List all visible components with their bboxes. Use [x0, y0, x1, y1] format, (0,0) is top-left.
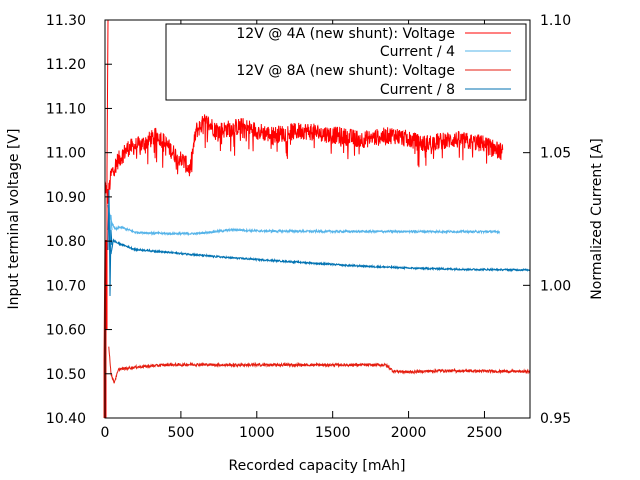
y-tick-label: 10.50 [46, 367, 86, 383]
series-current-8 [109, 238, 531, 273]
y-tick-label: 11.00 [46, 146, 86, 162]
x-tick-label: 2000 [391, 425, 427, 441]
legend-label-voltage-8a: 12V @ 8A (new shunt): Voltage [236, 63, 455, 79]
x-tick-label: 500 [168, 425, 195, 441]
x-tick-label: 1500 [315, 425, 351, 441]
y-tick-label: 11.10 [46, 101, 86, 117]
y-tick-label: 11.30 [46, 13, 86, 29]
plot-frame [104, 19, 531, 419]
legend-label-current-8: Current / 8 [380, 82, 455, 98]
y-tick-label: 10.90 [46, 190, 86, 206]
series-current-4 [107, 204, 501, 237]
y2-tick-label: 1.05 [540, 146, 571, 162]
y2-axis-title: Normalized Current [A] [589, 138, 605, 299]
y-tick-label: 10.60 [46, 323, 86, 339]
y-tick-label: 11.20 [46, 57, 86, 73]
series-voltage-4a [104, 114, 504, 204]
ticks-layer: 0 500 1000 1500 2000 2500 10.40 10.50 10.60 10.70… [46, 13, 571, 441]
legend-label-voltage-4a: 12V @ 4A (new shunt): Voltage [236, 26, 455, 42]
legend-box [165, 23, 527, 101]
y-tick-label: 10.70 [46, 278, 86, 294]
x-tick-label: 0 [101, 425, 110, 441]
y-tick-label: 10.40 [46, 411, 86, 427]
y2-tick-label: 0.95 [540, 411, 571, 427]
y2-tick-label: 1.00 [540, 278, 571, 294]
x-tick-label: 2500 [467, 425, 503, 441]
legend-label-current-4: Current / 4 [380, 44, 455, 60]
y-tick-label: 10.80 [46, 234, 86, 250]
legend: 12V @ 4A (new shunt): Voltage Current / … [165, 23, 527, 101]
series-current-8-startup [107, 189, 113, 297]
y-axis-title: Input terminal voltage [V] [6, 129, 22, 310]
x-axis-title: Recorded capacity [mAh] [229, 458, 406, 474]
x-tick-label: 1000 [239, 425, 275, 441]
series-voltage-8a [108, 346, 531, 384]
y2-tick-label: 1.10 [540, 13, 571, 29]
